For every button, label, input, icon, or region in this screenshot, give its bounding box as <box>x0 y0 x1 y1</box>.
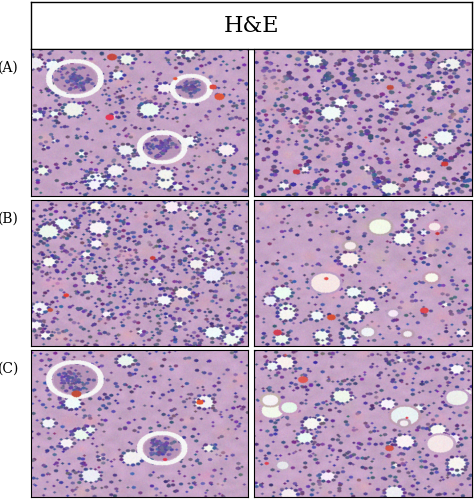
Text: H&E: H&E <box>223 15 279 37</box>
Text: (C): (C) <box>0 362 19 376</box>
Text: (A): (A) <box>0 61 19 75</box>
Text: (B): (B) <box>0 212 19 226</box>
